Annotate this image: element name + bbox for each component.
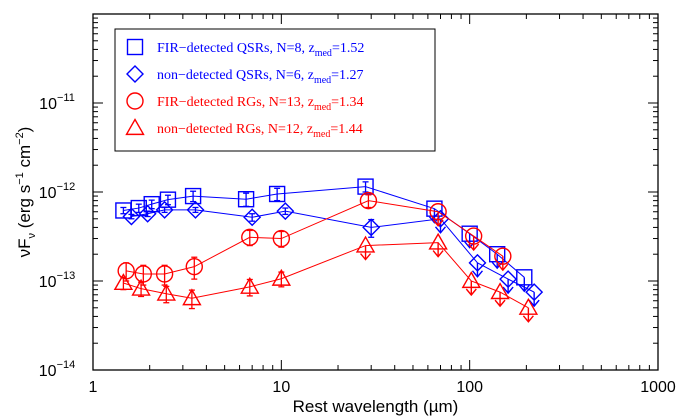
legend-label: non−detected RGs, N=12, zmed=1.44 <box>157 122 363 140</box>
y-tick-label: 10−11 <box>39 92 75 113</box>
upper-limit-head <box>432 250 444 258</box>
data-point <box>272 229 291 248</box>
upper-limit-head <box>471 270 484 278</box>
data-point <box>243 208 262 227</box>
data-point <box>155 265 174 283</box>
data-point <box>241 228 259 246</box>
y-tick-label: 10−12 <box>39 181 75 202</box>
series-triangle <box>113 232 539 323</box>
upper-limit-arrow <box>471 262 484 278</box>
x-tick-label: 1000 <box>640 379 676 396</box>
data-point <box>240 276 260 294</box>
data-point <box>185 257 203 276</box>
upper-limit-arrow <box>522 307 534 323</box>
legend-label: FIR−detected RGs, N=13, zmed=1.34 <box>157 95 364 113</box>
series-circle <box>117 191 512 286</box>
upper-limit-head <box>518 284 530 293</box>
data-point <box>186 200 205 219</box>
legend-box <box>114 28 436 152</box>
upper-limit-arrow <box>434 218 447 234</box>
legend-marker <box>126 92 144 110</box>
data-point <box>362 218 381 237</box>
x-tick-label: 100 <box>456 379 483 396</box>
upper-limit-head <box>468 243 480 252</box>
y-tick-label: 10−14 <box>39 359 75 380</box>
legend: FIR−detected QSRs, N=8, zmed=1.52 non−det… <box>114 28 436 152</box>
upper-limit-arrow <box>494 292 506 308</box>
legend-item: non−detected QSRs, N=6, zmed=1.27 <box>126 65 364 86</box>
upper-limit-arrow <box>360 245 372 261</box>
axis-ticks: 1 10 100 1000 10−14 10−13 10−12 10−11 <box>39 14 676 396</box>
data-point <box>276 202 295 221</box>
upper-limit-head <box>465 288 477 297</box>
upper-limit-arrow <box>468 236 480 252</box>
data-point <box>237 191 255 208</box>
upper-limit-arrow <box>518 277 530 293</box>
data-point <box>156 283 176 301</box>
data-point <box>138 204 157 223</box>
legend-label: FIR−detected QSRs, N=8, zmed=1.52 <box>157 41 364 59</box>
legend-marker <box>125 118 145 136</box>
data-point <box>122 207 141 226</box>
legend-label: non−detected QSRs, N=6, zmed=1.27 <box>157 68 364 86</box>
legend-item: non−detected RGs, N=12, zmed=1.44 <box>125 118 363 140</box>
plot-marks <box>113 178 544 323</box>
data-point <box>155 200 174 219</box>
series-line <box>123 242 529 309</box>
data-point <box>159 191 177 208</box>
upper-limit-head <box>494 299 506 308</box>
legend-marker <box>126 38 144 56</box>
data-point <box>113 273 134 291</box>
upper-limit-arrow <box>465 281 477 297</box>
upper-limit-head <box>522 315 534 323</box>
upper-limit-arrow <box>528 292 540 308</box>
series-line <box>123 186 525 278</box>
x-tick-label: 1 <box>89 379 98 396</box>
data-point <box>182 288 202 306</box>
upper-limit-arrow <box>502 279 514 295</box>
upper-limit-head <box>432 219 444 227</box>
series-line <box>126 200 504 275</box>
y-axis-label: νFν (erg s−1 cm−2) <box>14 127 38 258</box>
legend-item: FIR−detected QSRs, N=8, zmed=1.52 <box>126 38 364 59</box>
data-point <box>357 178 374 195</box>
upper-limit-head <box>528 299 540 308</box>
data-point <box>268 185 286 203</box>
upper-limit-head <box>360 253 372 261</box>
upper-limit-head <box>434 226 447 234</box>
x-axis-label: Rest wavelength (µm) <box>293 397 459 416</box>
x-tick-label: 10 <box>272 379 290 396</box>
series-diamond <box>122 200 544 308</box>
legend-marker <box>126 65 144 83</box>
upper-limit-head <box>502 286 514 295</box>
data-point <box>143 195 160 213</box>
data-point <box>271 268 292 286</box>
upper-limit-head <box>497 263 509 272</box>
y-tick-label: 10−13 <box>39 270 75 291</box>
data-point <box>131 278 151 296</box>
upper-limit-arrow <box>432 242 444 258</box>
upper-limit-arrow <box>497 256 509 272</box>
legend-item: FIR−detected RGs, N=13, zmed=1.34 <box>126 92 364 113</box>
upper-limit-arrow <box>432 211 444 227</box>
data-point <box>359 191 378 210</box>
